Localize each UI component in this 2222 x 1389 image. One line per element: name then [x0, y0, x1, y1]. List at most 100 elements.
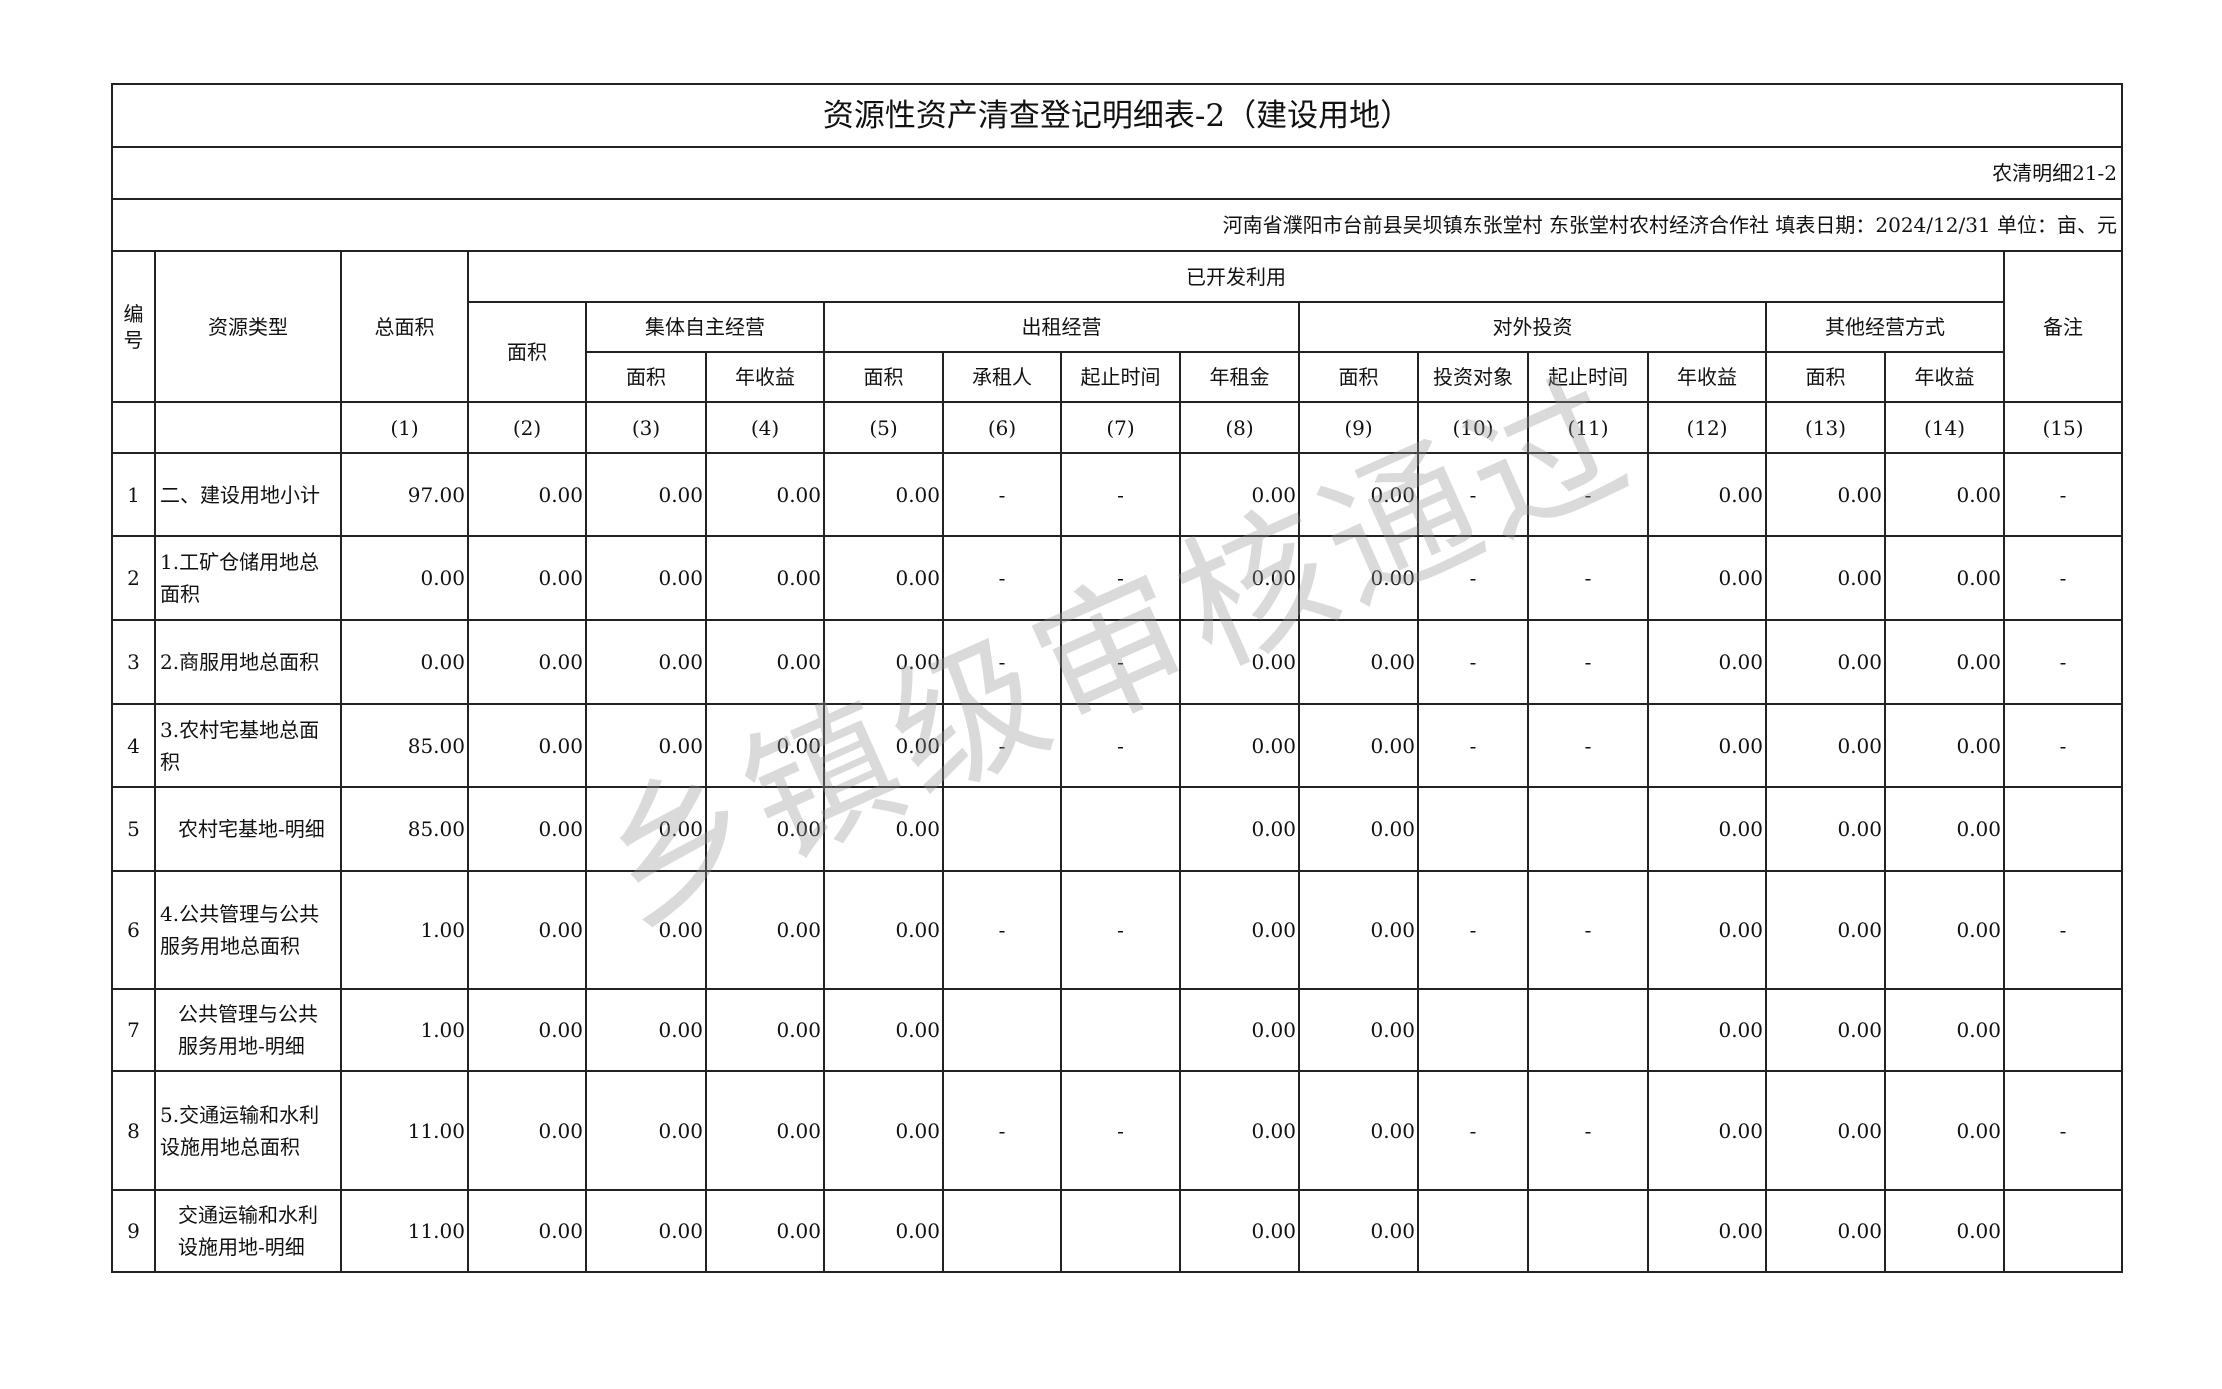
cell-col-14: 0.00 — [1884, 988, 2005, 1072]
row-number: 6 — [111, 870, 156, 990]
colnum-blank — [154, 401, 342, 454]
cell-col-8: 0.00 — [1179, 1189, 1300, 1273]
header-investment: 对外投资 — [1298, 301, 1767, 353]
form-code: 农清明细21-2 — [110, 146, 2124, 200]
cell-col-6: - — [942, 703, 1062, 788]
cell-col-9: 0.00 — [1298, 535, 1419, 621]
cell-col-1: 85.00 — [340, 786, 469, 872]
column-number: (5) — [823, 401, 944, 454]
resource-type: 2.商服用地总面积 — [154, 619, 342, 705]
table-row: 7 公共管理与公共服务用地-明细 1.00 0.00 0.00 0.00 0.00 0.00 0… — [111, 988, 2124, 1072]
header-c-income: 年收益 — [705, 351, 825, 403]
cell-col-15 — [2002, 988, 2124, 1072]
cell-col-5: 0.00 — [823, 988, 944, 1072]
cell-col-9: 0.00 — [1298, 786, 1419, 872]
cell-col-12: 0.00 — [1647, 703, 1767, 788]
cell-col-2: 0.00 — [467, 452, 587, 537]
row-number: 7 — [111, 988, 156, 1072]
cell-col-1: 1.00 — [340, 870, 469, 990]
cell-col-3: 0.00 — [585, 1189, 707, 1273]
table-row: 6 4.公共管理与公共服务用地总面积 1.00 0.00 0.00 0.00 0.00- -0… — [111, 870, 2124, 990]
cell-col-13: 0.00 — [1765, 870, 1886, 990]
column-number: (4) — [705, 401, 825, 454]
column-number: (13) — [1765, 401, 1886, 454]
cell-col-8: 0.00 — [1179, 619, 1300, 705]
table-row: 3 2.商服用地总面积 0.00 0.00 0.00 0.00 0.00- -0.00 0.00… — [111, 619, 2124, 705]
resource-type: 交通运输和水利设施用地-明细 — [154, 1189, 342, 1273]
cell-col-4: 0.00 — [705, 452, 825, 537]
cell-col-12: 0.00 — [1647, 1070, 1767, 1191]
cell-col-10: - — [1417, 619, 1529, 705]
cell-col-15: - — [2002, 535, 2124, 621]
header-r-period: 起止时间 — [1060, 351, 1181, 403]
cell-col-5: 0.00 — [823, 452, 944, 537]
resource-type: 农村宅基地-明细 — [154, 786, 342, 872]
row-number: 2 — [111, 535, 156, 621]
cell-col-9: 0.00 — [1298, 988, 1419, 1072]
cell-col-3: 0.00 — [585, 535, 707, 621]
cell-col-12: 0.00 — [1647, 535, 1767, 621]
header-o-income: 年收益 — [1884, 351, 2005, 403]
header-r-tenant: 承租人 — [942, 351, 1062, 403]
row-number: 4 — [111, 703, 156, 788]
cell-col-10 — [1417, 988, 1529, 1072]
cell-col-12: 0.00 — [1647, 988, 1767, 1072]
cell-col-3: 0.00 — [585, 988, 707, 1072]
row-number: 9 — [111, 1189, 156, 1273]
table-row: 5 农村宅基地-明细 85.00 0.00 0.00 0.00 0.00 0.00 0.00 0.… — [111, 786, 2124, 872]
cell-col-2: 0.00 — [467, 1189, 587, 1273]
cell-col-15: - — [2002, 703, 2124, 788]
resource-type: 3.农村宅基地总面积 — [154, 703, 342, 788]
cell-col-11 — [1527, 988, 1649, 1072]
cell-col-11 — [1527, 786, 1649, 872]
cell-col-12: 0.00 — [1647, 786, 1767, 872]
cell-col-4: 0.00 — [705, 786, 825, 872]
cell-col-2: 0.00 — [467, 1070, 587, 1191]
cell-col-10 — [1417, 1189, 1529, 1273]
cell-col-4: 0.00 — [705, 535, 825, 621]
cell-col-6: - — [942, 1070, 1062, 1191]
resource-type: 4.公共管理与公共服务用地总面积 — [154, 870, 342, 990]
column-number: (12) — [1647, 401, 1767, 454]
cell-col-15: - — [2002, 1070, 2124, 1191]
cell-col-3: 0.00 — [585, 703, 707, 788]
cell-col-3: 0.00 — [585, 452, 707, 537]
cell-col-6 — [942, 988, 1062, 1072]
cell-col-8: 0.00 — [1179, 786, 1300, 872]
cell-col-6: - — [942, 452, 1062, 537]
resource-type: 二、建设用地小计 — [154, 452, 342, 537]
cell-col-8: 0.00 — [1179, 988, 1300, 1072]
column-number: (9) — [1298, 401, 1419, 454]
cell-col-4: 0.00 — [705, 870, 825, 990]
table-row: 9 交通运输和水利设施用地-明细 11.00 0.00 0.00 0.00 0.00 0.00… — [111, 1189, 2124, 1273]
cell-col-6: - — [942, 619, 1062, 705]
cell-col-15 — [2002, 786, 2124, 872]
cell-col-9: 0.00 — [1298, 452, 1419, 537]
cell-col-6: - — [942, 535, 1062, 621]
resource-type: 5.交通运输和水利设施用地总面积 — [154, 1070, 342, 1191]
cell-col-8: 0.00 — [1179, 535, 1300, 621]
cell-col-1: 85.00 — [340, 703, 469, 788]
header-rental: 出租经营 — [823, 301, 1300, 353]
cell-col-13: 0.00 — [1765, 703, 1886, 788]
cell-col-1: 0.00 — [340, 619, 469, 705]
cell-col-11: - — [1527, 870, 1649, 990]
cell-col-6 — [942, 1189, 1062, 1273]
cell-col-3: 0.00 — [585, 786, 707, 872]
cell-col-10: - — [1417, 452, 1529, 537]
header-no: 编号 — [111, 250, 156, 403]
cell-col-2: 0.00 — [467, 988, 587, 1072]
cell-col-7: - — [1060, 1070, 1181, 1191]
cell-col-9: 0.00 — [1298, 870, 1419, 990]
cell-col-15: - — [2002, 619, 2124, 705]
cell-col-9: 0.00 — [1298, 1070, 1419, 1191]
cell-col-14: 0.00 — [1884, 535, 2005, 621]
cell-col-2: 0.00 — [467, 703, 587, 788]
header-i-income: 年收益 — [1647, 351, 1767, 403]
column-number: (14) — [1884, 401, 2005, 454]
cell-col-7 — [1060, 786, 1181, 872]
cell-col-15: - — [2002, 452, 2124, 537]
cell-col-12: 0.00 — [1647, 619, 1767, 705]
cell-col-10: - — [1417, 703, 1529, 788]
header-r-area: 面积 — [823, 351, 944, 403]
